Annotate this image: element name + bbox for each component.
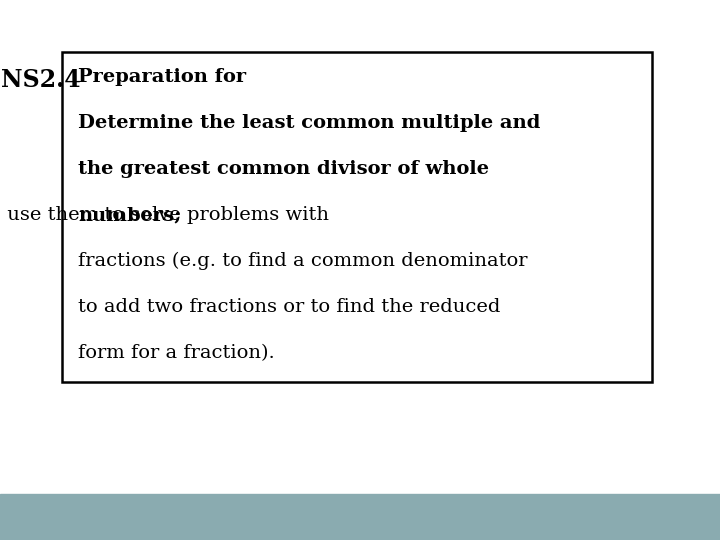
Text: NS2.4: NS2.4	[1, 68, 81, 92]
Text: fractions (e.g. to find a common denominator: fractions (e.g. to find a common denomin…	[78, 252, 528, 270]
Text: Preparation for: Preparation for	[78, 68, 260, 86]
Text: Determine the least common multiple and: Determine the least common multiple and	[78, 114, 541, 132]
Bar	[0, 494, 720, 540]
Text: to add two fractions or to find the reduced: to add two fractions or to find the redu…	[78, 298, 500, 316]
Text: use them to solve problems with: use them to solve problems with	[1, 206, 329, 224]
Text: the greatest common divisor of whole: the greatest common divisor of whole	[78, 160, 489, 178]
Text: numbers;: numbers;	[78, 206, 181, 224]
FancyBboxPatch shape	[62, 52, 652, 382]
Text: form for a fraction).: form for a fraction).	[78, 344, 275, 362]
